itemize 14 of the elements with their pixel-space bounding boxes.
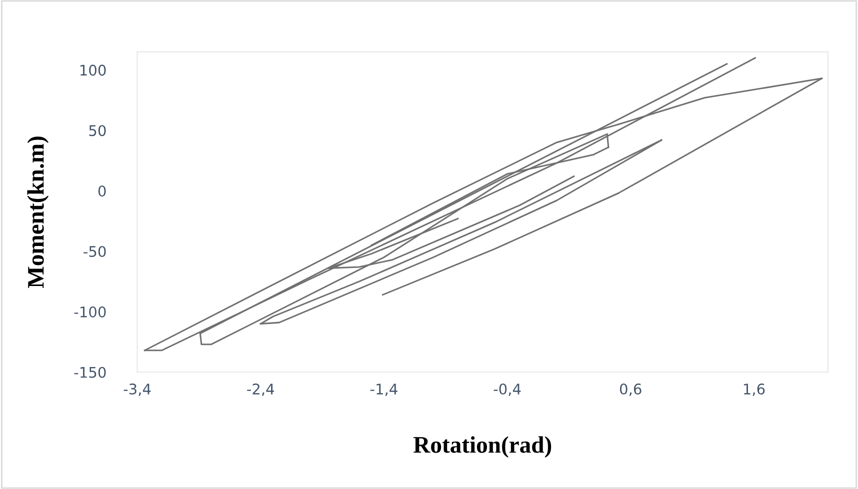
x-tick-label: -2,4 [247, 384, 274, 396]
y-tick-label: -50 [84, 246, 106, 258]
y-axis-title: Moment(kn.m) [27, 136, 49, 288]
y-tick-label: 0 [98, 186, 106, 197]
x-tick-label: 0,6 [620, 384, 642, 396]
x-axis-title: Rotation(rad) [414, 436, 552, 458]
y-tick-label: -100 [74, 306, 106, 318]
y-tick-label: -150 [74, 366, 106, 378]
x-tick-label: 1,6 [744, 384, 765, 396]
y-tick-label: 50 [89, 125, 106, 136]
y-tick-label: 100 [80, 64, 106, 76]
x-tick-label: -1,4 [370, 384, 398, 396]
x-tick-label: -3,4 [124, 384, 151, 396]
x-tick-label: -0,4 [494, 384, 521, 396]
